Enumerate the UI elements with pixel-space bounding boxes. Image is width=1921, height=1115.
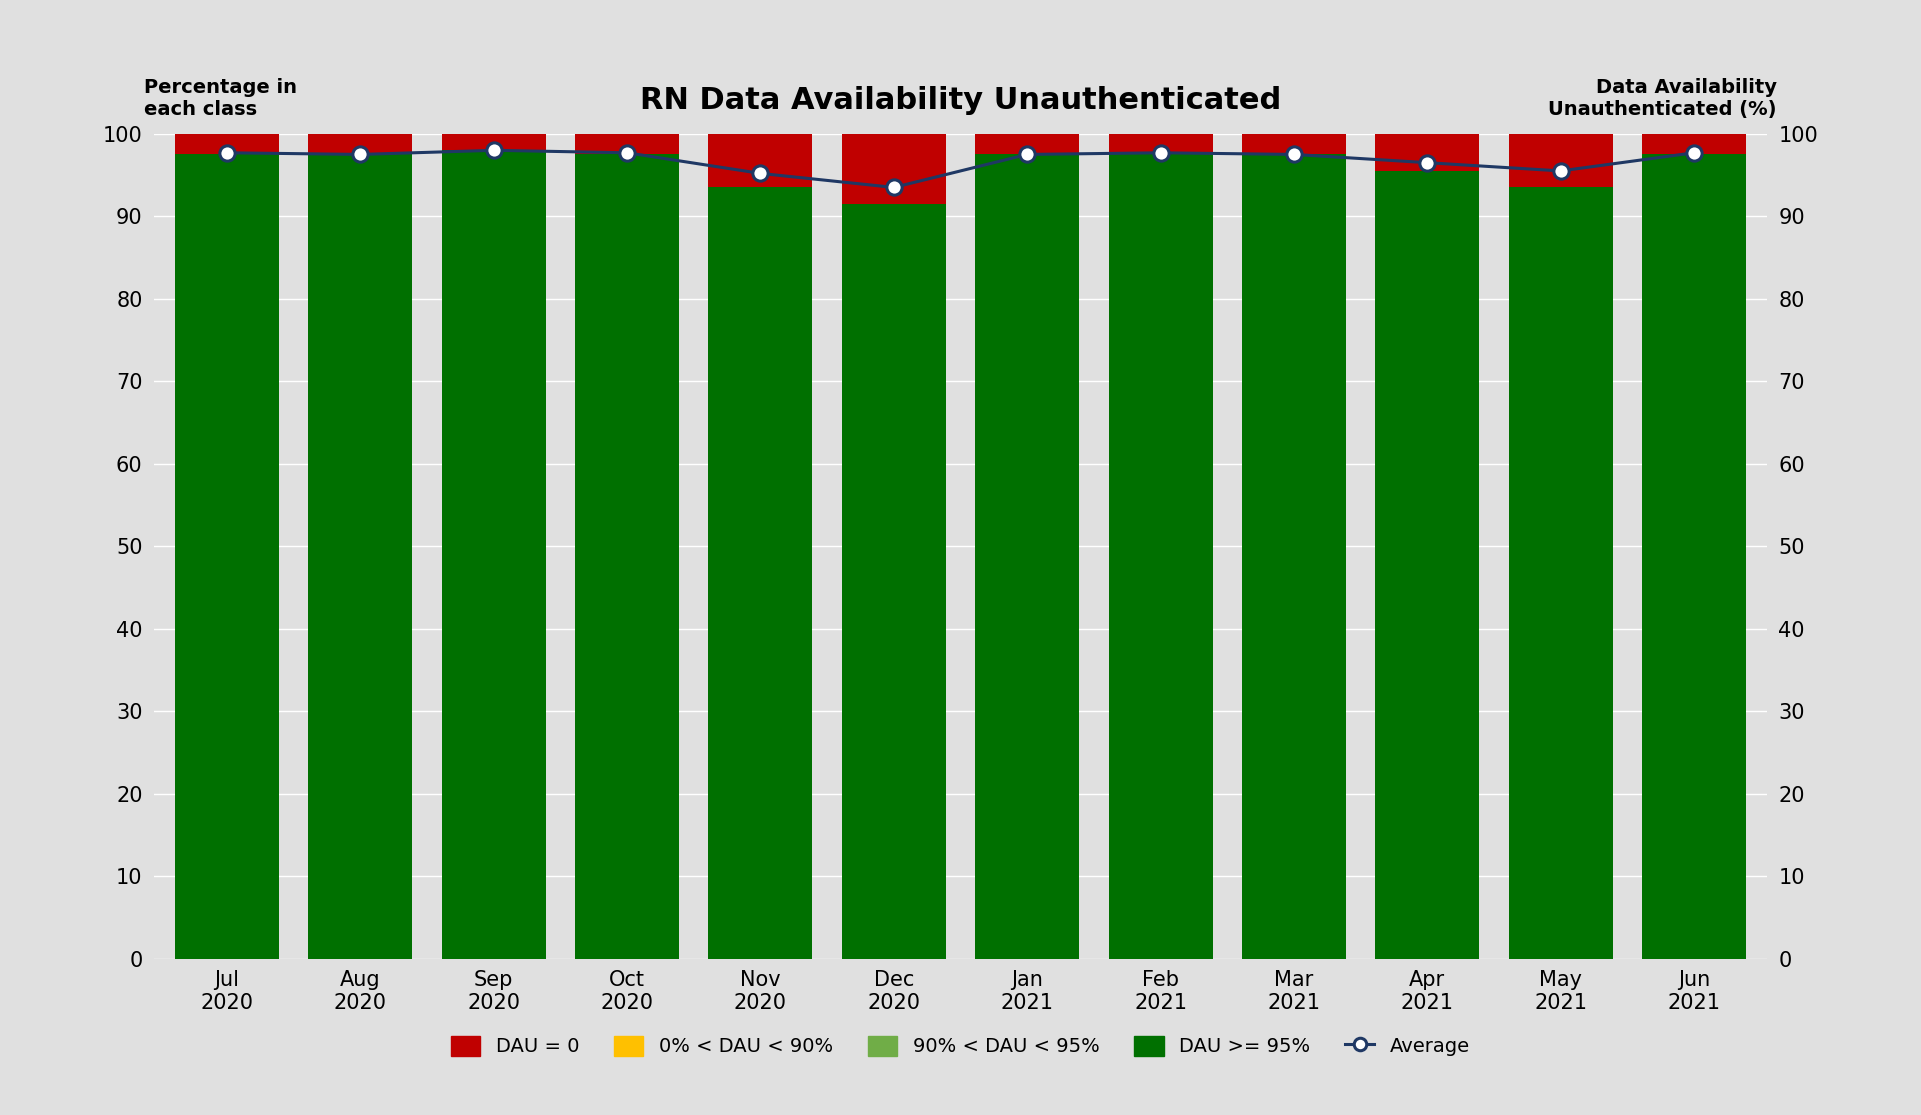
Bar	[442, 134, 546, 151]
Title: RN Data Availability Unauthenticated: RN Data Availability Unauthenticated	[640, 86, 1281, 115]
Bar	[442, 151, 546, 959]
Bar	[574, 134, 680, 154]
Bar	[175, 134, 279, 154]
Bar	[1508, 187, 1612, 959]
Bar	[709, 134, 813, 187]
Legend: DAU = 0, 0% < DAU < 90%, 90% < DAU < 95%, DAU >= 95%, Average: DAU = 0, 0% < DAU < 90%, 90% < DAU < 95%…	[451, 1036, 1470, 1056]
Bar	[1241, 134, 1347, 154]
Bar	[574, 154, 680, 959]
Bar	[309, 134, 413, 154]
Bar	[841, 134, 945, 204]
Bar	[1642, 134, 1746, 154]
Bar	[841, 204, 945, 959]
Bar	[1375, 171, 1479, 959]
Text: Data Availability
Unauthenticated (%): Data Availability Unauthenticated (%)	[1548, 78, 1777, 119]
Bar	[1108, 154, 1212, 959]
Bar	[709, 187, 813, 959]
Bar	[1508, 134, 1612, 187]
Bar	[309, 154, 413, 959]
Bar	[1375, 134, 1479, 171]
Bar	[1241, 154, 1347, 959]
Bar	[1108, 134, 1212, 154]
Bar	[976, 154, 1080, 959]
Bar	[1642, 154, 1746, 959]
Text: Percentage in
each class: Percentage in each class	[144, 78, 298, 119]
Bar	[976, 134, 1080, 154]
Bar	[175, 154, 279, 959]
